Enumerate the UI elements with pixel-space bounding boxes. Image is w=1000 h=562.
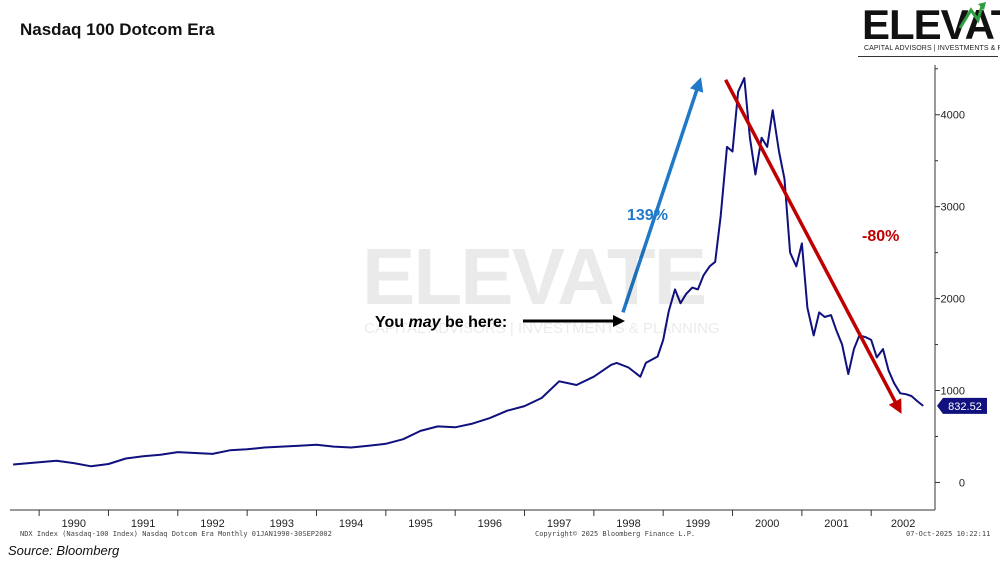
x-axis: 1990 1991 1992 1993 1994 1995 1996 1997 1998 1999… — [10, 509, 935, 530]
y-tick-label: 0 — [959, 477, 965, 489]
x-tick-label: 1994 — [339, 518, 363, 530]
x-tick-label: 2000 — [755, 518, 779, 530]
annotations-layer: 139% -80% You may be here: — [375, 77, 902, 414]
y-tick-label: 2000 — [941, 294, 965, 306]
rally-arrow — [621, 77, 704, 313]
crash-arrow — [724, 79, 902, 414]
x-tick-label: 1990 — [62, 518, 86, 530]
you-are-here-label: You may be here: — [375, 314, 507, 331]
you-are-here-word: may — [408, 314, 444, 331]
x-tick-label: 2002 — [891, 518, 915, 530]
x-tick-label: 1997 — [547, 518, 571, 530]
x-tick-label: 1993 — [270, 518, 294, 530]
x-tick-label: 1999 — [686, 518, 710, 530]
crash-percent-label: -80% — [862, 228, 899, 245]
logo-tagline: CAPITAL ADVISORS | INVESTMENTS & PLANNIN… — [864, 45, 1000, 52]
footer-index-description: NDX Index (Nasdaq-100 Index) Nasdaq Dotc… — [20, 530, 332, 538]
y-tick-label: 3000 — [941, 202, 965, 214]
watermark-tagline: CAPITAL ADVISORS | INVESTMENTS & PLANNIN… — [364, 320, 720, 337]
y-tick-label: 4000 — [941, 110, 965, 122]
x-tick-label: 1998 — [616, 518, 640, 530]
nasdaq-100-line — [13, 77, 924, 468]
last-value-badge — [937, 397, 987, 414]
footer-timestamp: 07-Oct-2025 10:22:11 — [906, 530, 991, 538]
y-tick-label: 1000 — [941, 386, 965, 398]
chart-title: Nasdaq 100 Dotcom Era — [20, 20, 215, 39]
logo-arrow-icon — [958, 2, 986, 29]
x-tick-label: 1995 — [408, 518, 432, 530]
logo-divider — [858, 56, 998, 57]
footer-copyright: Copyright© 2025 Bloomberg Finance L.P. — [535, 530, 696, 538]
watermark-logo: ELEVATE CAPITAL ADVISORS | INVESTMENTS &… — [362, 232, 720, 342]
x-tick-label: 2001 — [824, 518, 848, 530]
x-tick-label: 1996 — [478, 518, 502, 530]
you-are-here-word: You — [375, 314, 408, 331]
x-tick-label: 1992 — [200, 518, 224, 530]
elevate-logo: ELEVATE CAPITAL ADVISORS | INVESTMENTS &… — [858, 1, 1000, 57]
source-note: Source: Bloomberg — [8, 543, 120, 558]
you-are-here-word: here: — [468, 314, 507, 331]
logo-word: ELEVATE — [862, 1, 1000, 48]
series-layer: 832.52 — [13, 77, 987, 468]
watermark-word: ELEVATE — [362, 232, 707, 321]
y-axis: 0 1000 2000 3000 4000 — [934, 65, 965, 510]
rally-percent-label: 139% — [627, 207, 668, 224]
last-value-label: 832.52 — [948, 401, 982, 413]
x-tick-label: 1991 — [131, 518, 155, 530]
you-are-here-word: be — [445, 314, 468, 331]
